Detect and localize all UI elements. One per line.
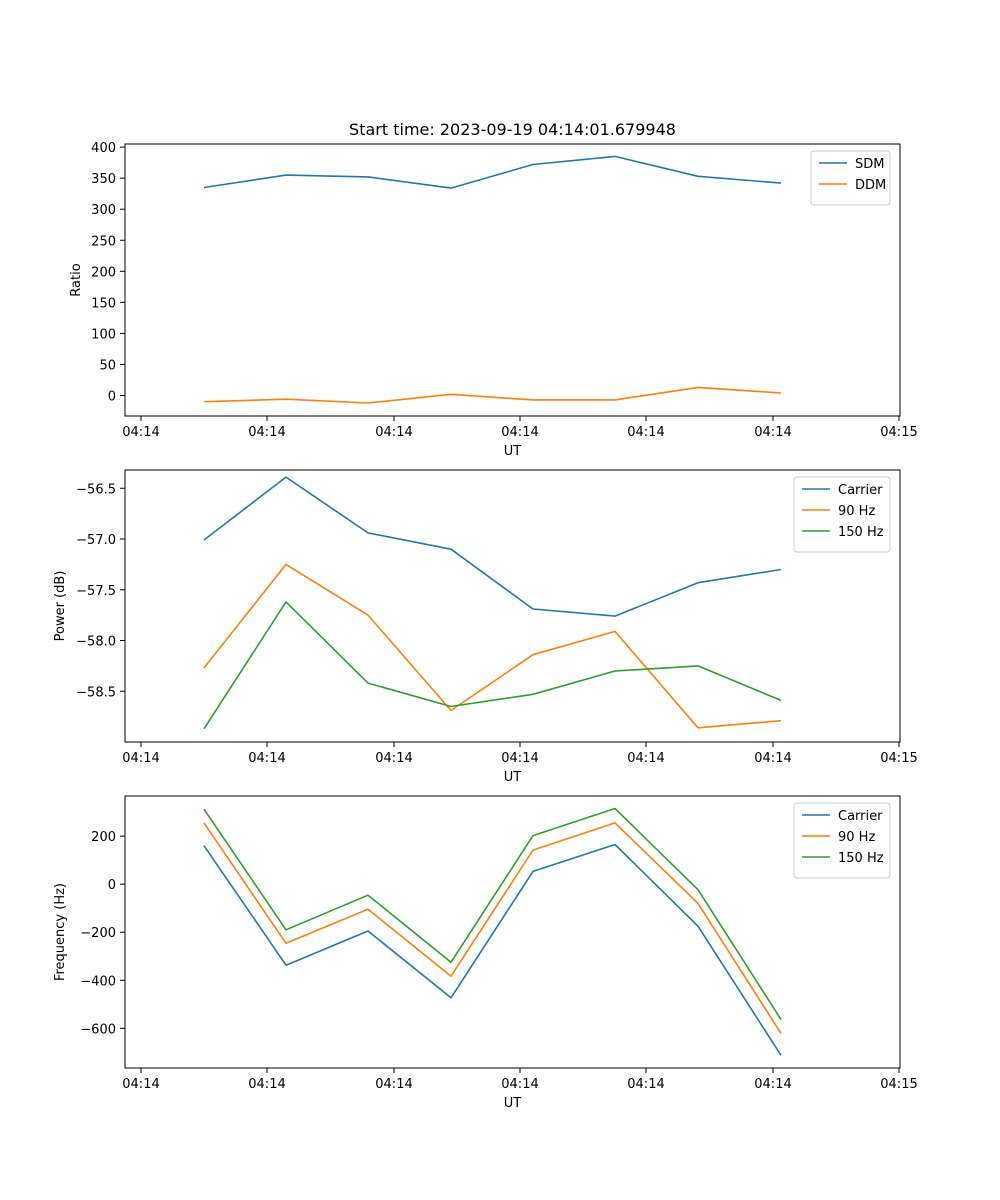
x-tick-label: 04:15 (880, 751, 917, 766)
y-tick-label: 150 (91, 296, 116, 311)
axes-frame (124, 143, 901, 417)
chart-title: Start time: 2023-09-19 04:14:01.679948 (349, 120, 676, 139)
legend-label: DDM (855, 178, 886, 193)
series-line-sdm (203, 155, 782, 189)
subplots: Start time: 2023-09-19 04:14:01.67994804… (53, 120, 918, 1111)
x-tick-label: 04:14 (501, 425, 538, 440)
y-tick-label: 0 (108, 878, 116, 893)
y-tick-label: −58.5 (76, 685, 116, 700)
legend-box (793, 802, 891, 879)
y-tick-label: −57.0 (76, 533, 116, 548)
x-tick-label: 04:14 (754, 1077, 791, 1092)
y-tick-label: 0 (108, 390, 116, 405)
x-tick-label: 04:15 (880, 1077, 917, 1092)
x-tick-label: 04:14 (627, 425, 664, 440)
legend-label: Carrier (838, 809, 883, 824)
subplot-3: 04:14 04:14 04:14 04:14 04:14 04:14 04:15 UT −60… (53, 795, 918, 1111)
y-tick-label: 200 (91, 265, 116, 280)
x-tick-label: 04:14 (627, 1077, 664, 1092)
y-axis-label: Frequency (Hz) (53, 883, 68, 981)
legend-label: SDM (855, 157, 884, 172)
y-tick-label: −400 (80, 974, 116, 989)
x-tick-label: 04:14 (501, 751, 538, 766)
x-tick-label: 04:14 (375, 425, 412, 440)
series-line-carrier (203, 476, 782, 617)
series-line-90-hz (203, 822, 782, 1034)
x-tick-label: 04:14 (122, 1077, 159, 1092)
y-tick-label: −58.0 (76, 635, 116, 650)
x-tick-label: 04:15 (880, 425, 917, 440)
y-tick-label: 350 (91, 172, 116, 187)
x-axis-label: UT (504, 1096, 522, 1111)
y-axis-label: Ratio (69, 263, 84, 296)
x-tick-label: 04:14 (122, 751, 159, 766)
legend-label: Carrier (838, 483, 883, 498)
y-tick-label: −200 (80, 926, 116, 941)
y-axis-label: Power (dB) (53, 571, 68, 642)
x-tick-label: 04:14 (375, 1077, 412, 1092)
x-axis-label: UT (504, 444, 522, 459)
subplot-1: Start time: 2023-09-19 04:14:01.67994804… (69, 120, 918, 459)
axes-frame (124, 469, 901, 743)
series-line-150-hz (203, 601, 782, 730)
y-tick-label: 400 (91, 141, 116, 156)
x-tick-label: 04:14 (248, 425, 285, 440)
y-tick-label: 200 (91, 830, 116, 845)
x-tick-label: 04:14 (248, 751, 285, 766)
x-tick-label: 04:14 (501, 1077, 538, 1092)
legend-label: 150 Hz (838, 525, 884, 540)
legend: Carrier 90 Hz 150 Hz (793, 476, 891, 553)
legend-label: 90 Hz (838, 504, 875, 519)
x-tick-label: 04:14 (375, 751, 412, 766)
x-axis-label: UT (504, 770, 522, 785)
series-line-ddm (203, 386, 782, 404)
x-tick-label: 04:14 (248, 1077, 285, 1092)
subplot-2: 04:14 04:14 04:14 04:14 04:14 04:14 04:15 UT −58… (53, 469, 918, 785)
y-tick-label: −56.5 (76, 482, 116, 497)
y-tick-label: 50 (99, 358, 116, 373)
legend: Carrier 90 Hz 150 Hz (793, 802, 891, 879)
y-tick-label: −600 (80, 1022, 116, 1037)
legend-box (810, 150, 891, 206)
legend: SDM DDM (810, 150, 891, 206)
x-tick-label: 04:14 (754, 425, 791, 440)
series-line-90-hz (203, 563, 782, 729)
x-tick-label: 04:14 (122, 425, 159, 440)
legend-label: 90 Hz (838, 830, 875, 845)
y-tick-label: 300 (91, 203, 116, 218)
series-line-150-hz (203, 807, 782, 1020)
y-tick-label: 250 (91, 234, 116, 249)
legend-box (793, 476, 891, 553)
legend-label: 150 Hz (838, 851, 884, 866)
y-tick-label: 100 (91, 327, 116, 342)
x-tick-label: 04:14 (754, 751, 791, 766)
x-tick-label: 04:14 (627, 751, 664, 766)
series-line-carrier (203, 843, 782, 1056)
y-tick-label: −57.5 (76, 584, 116, 599)
